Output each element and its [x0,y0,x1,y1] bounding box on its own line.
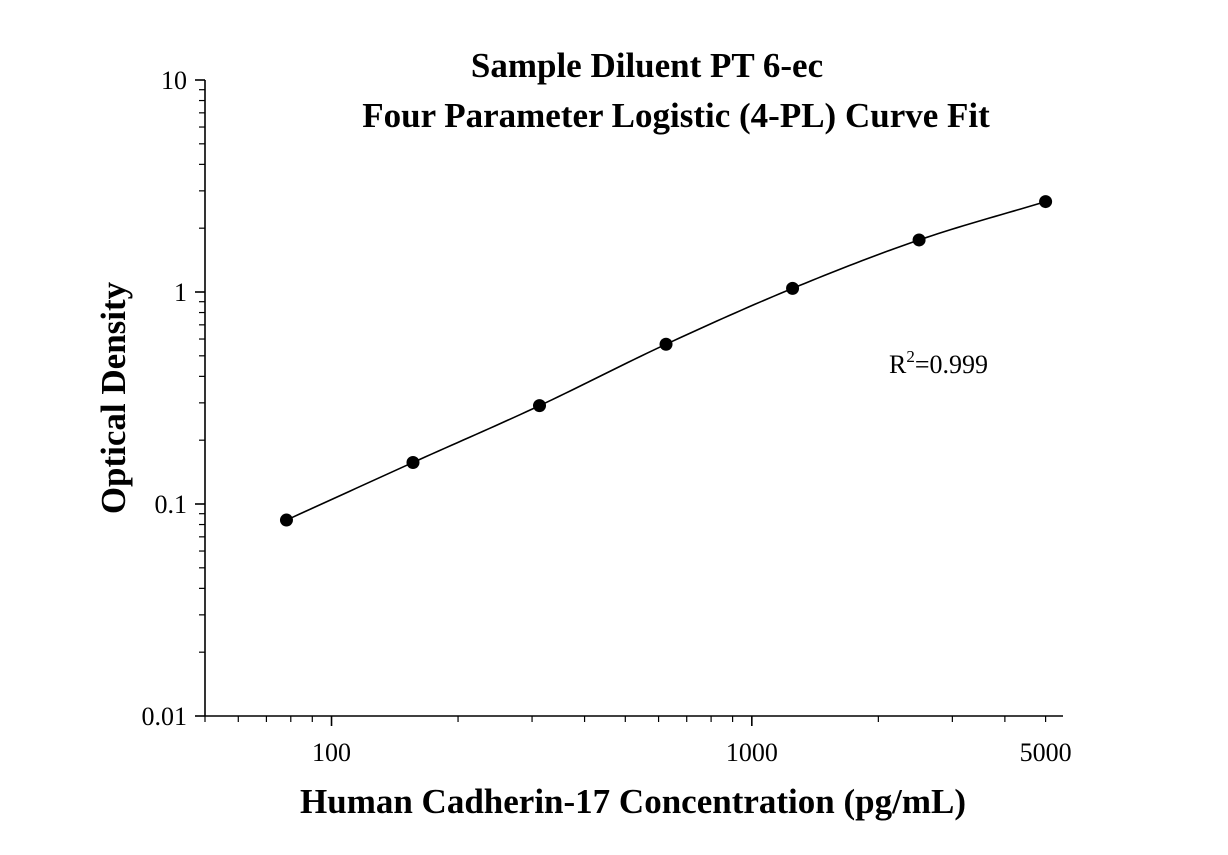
x-tick-label: 1000 [726,738,778,767]
data-point [533,399,547,413]
data-points [279,195,1053,527]
data-point [1039,195,1053,209]
data-point [406,455,420,469]
data-point [786,281,800,295]
chart-title: Sample Diluent PT 6-ec [471,46,823,85]
axes [204,80,1063,717]
data-point [912,233,926,247]
data-point [279,513,293,527]
r-squared-base: R [889,350,907,379]
chart-subtitle: Four Parameter Logistic (4-PL) Curve Fit [362,96,990,135]
r-squared-value: =0.999 [915,350,988,379]
r-squared-sup: 2 [906,347,915,366]
data-point [659,337,673,351]
y-axis-title: Optical Density [94,281,133,514]
x-axis-title: Human Cadherin-17 Concentration (pg/mL) [300,782,966,821]
y-axis-ticks: 0.01 0.1 1 10 [142,66,205,731]
r-squared-annotation: R2=0.999 [889,347,988,379]
x-tick-label: 5000 [1020,738,1072,767]
x-tick-label: 100 [312,738,351,767]
y-tick-label: 0.01 [142,702,188,731]
y-tick-label: 1 [174,278,187,307]
y-tick-label: 10 [161,66,187,95]
x-axis-ticks: 100 1000 5000 [204,716,1072,767]
y-tick-label: 0.1 [155,490,188,519]
